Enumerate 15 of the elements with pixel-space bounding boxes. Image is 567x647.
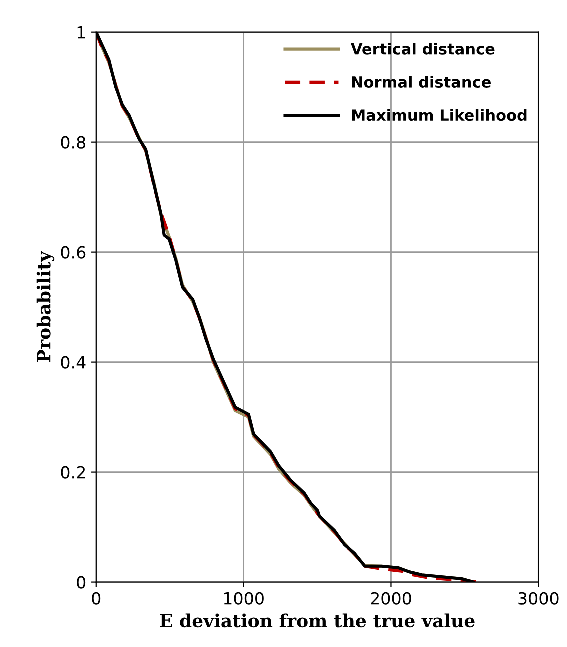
y-tick-label: 0 bbox=[77, 576, 86, 589]
x-tick-label: 0 bbox=[92, 592, 101, 605]
y-tick-label: 0.8 bbox=[61, 136, 86, 149]
x-tick-label: 1000 bbox=[224, 592, 264, 605]
legend-label: Normal distance bbox=[352, 76, 491, 88]
y-tick-label: 0.6 bbox=[61, 246, 86, 259]
x-axis-title: E deviation from the true value bbox=[160, 614, 475, 628]
x-tick-label: 2000 bbox=[371, 592, 412, 605]
y-tick-label: 0.2 bbox=[61, 466, 85, 479]
legend-label: Vertical distance bbox=[351, 43, 495, 55]
legend-label: Maximum Likelihood bbox=[352, 109, 527, 122]
y-axis-title: Probability bbox=[36, 251, 55, 362]
y-tick-label: 1 bbox=[78, 26, 86, 39]
y-tick-label: 0.4 bbox=[61, 356, 86, 369]
x-tick-label: 3000 bbox=[518, 592, 559, 605]
